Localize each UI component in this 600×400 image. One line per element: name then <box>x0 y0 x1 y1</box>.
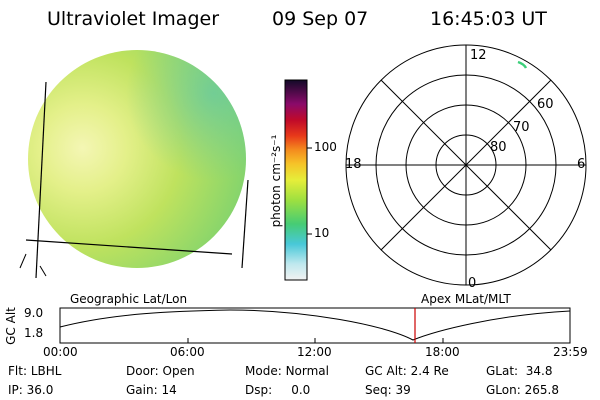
geographic-line <box>241 179 249 269</box>
status-door-value: Open <box>162 364 195 378</box>
auroral-patch <box>517 60 528 69</box>
uv-disk-image <box>19 50 249 279</box>
status-glon-value: 265.8 <box>524 383 559 397</box>
orbit-right-caption: Apex MLat/MLT <box>421 292 511 306</box>
colorbar-tick-100: 100 <box>314 140 337 154</box>
geographic-line <box>19 253 27 269</box>
geographic-line <box>25 239 233 255</box>
orbit-x-tick-0600: 06:00 <box>170 345 205 359</box>
colorbar-scale <box>284 79 308 281</box>
mlat-label-80: 80 <box>490 140 507 155</box>
geographic-line <box>39 265 47 277</box>
status-gain: Gain: 14 <box>126 383 177 397</box>
status-ip: IP: 36.0 <box>8 383 54 397</box>
colorbar <box>284 79 312 281</box>
altitude-curve <box>59 309 571 341</box>
polar-plot <box>345 44 587 286</box>
orbit-y-axis-title: GC Alt <box>4 307 18 345</box>
mlat-label-70: 70 <box>513 120 530 135</box>
orbit-left-caption: Geographic Lat/Lon <box>70 292 188 306</box>
status-door: Door: Open <box>126 364 195 378</box>
status-seq-value: 39 <box>395 383 411 397</box>
orbit-altitude-plot <box>59 307 571 344</box>
status-glon: GLon: 265.8 <box>486 383 559 397</box>
status-gc-alt-value: 2.4 Re <box>410 364 449 378</box>
colorbar-unit-label: photon cm⁻²s⁻¹ <box>269 134 283 228</box>
mlat-label-60: 60 <box>537 97 554 112</box>
status-gain-value: 14 <box>161 383 177 397</box>
status-glat-value: 34.8 <box>525 364 553 378</box>
orbit-x-tick-0000: 00:00 <box>43 345 78 359</box>
status-mode: Mode: Normal <box>245 364 329 378</box>
status-seq: Seq: 39 <box>365 383 411 397</box>
orbit-y-tick-max: 9.0 <box>24 306 44 320</box>
status-dsp: Dsp: 0.0 <box>245 383 311 397</box>
image-time: 16:45:03 UT <box>430 8 547 30</box>
mlt-label-6: 6 <box>577 157 586 172</box>
mlt-label-12: 12 <box>470 48 487 63</box>
mlt-label-18: 18 <box>345 157 362 172</box>
status-glat: GLat: 34.8 <box>486 364 553 378</box>
status-gc-alt: GC Alt: 2.4 Re <box>365 364 449 378</box>
status-filter: Flt: LBHL <box>8 364 62 378</box>
orbit-x-tick-1200: 12:00 <box>297 345 332 359</box>
mlt-label-0: 0 <box>468 276 477 291</box>
status-mode-value: Normal <box>285 364 329 378</box>
orbit-y-tick-min: 1.8 <box>24 326 44 340</box>
status-filter-value: LBHL <box>30 364 62 378</box>
colorbar-tick-10: 10 <box>314 226 330 240</box>
orbit-x-tick-1800: 18:00 <box>425 345 460 359</box>
image-date: 09 Sep 07 <box>272 8 369 30</box>
status-dsp-value: 0.0 <box>291 383 311 397</box>
status-ip-value: 36.0 <box>26 383 54 397</box>
orbit-x-tick-2359: 23:59 <box>553 345 588 359</box>
instrument-title: Ultraviolet Imager <box>47 8 220 30</box>
geographic-line <box>35 81 47 279</box>
